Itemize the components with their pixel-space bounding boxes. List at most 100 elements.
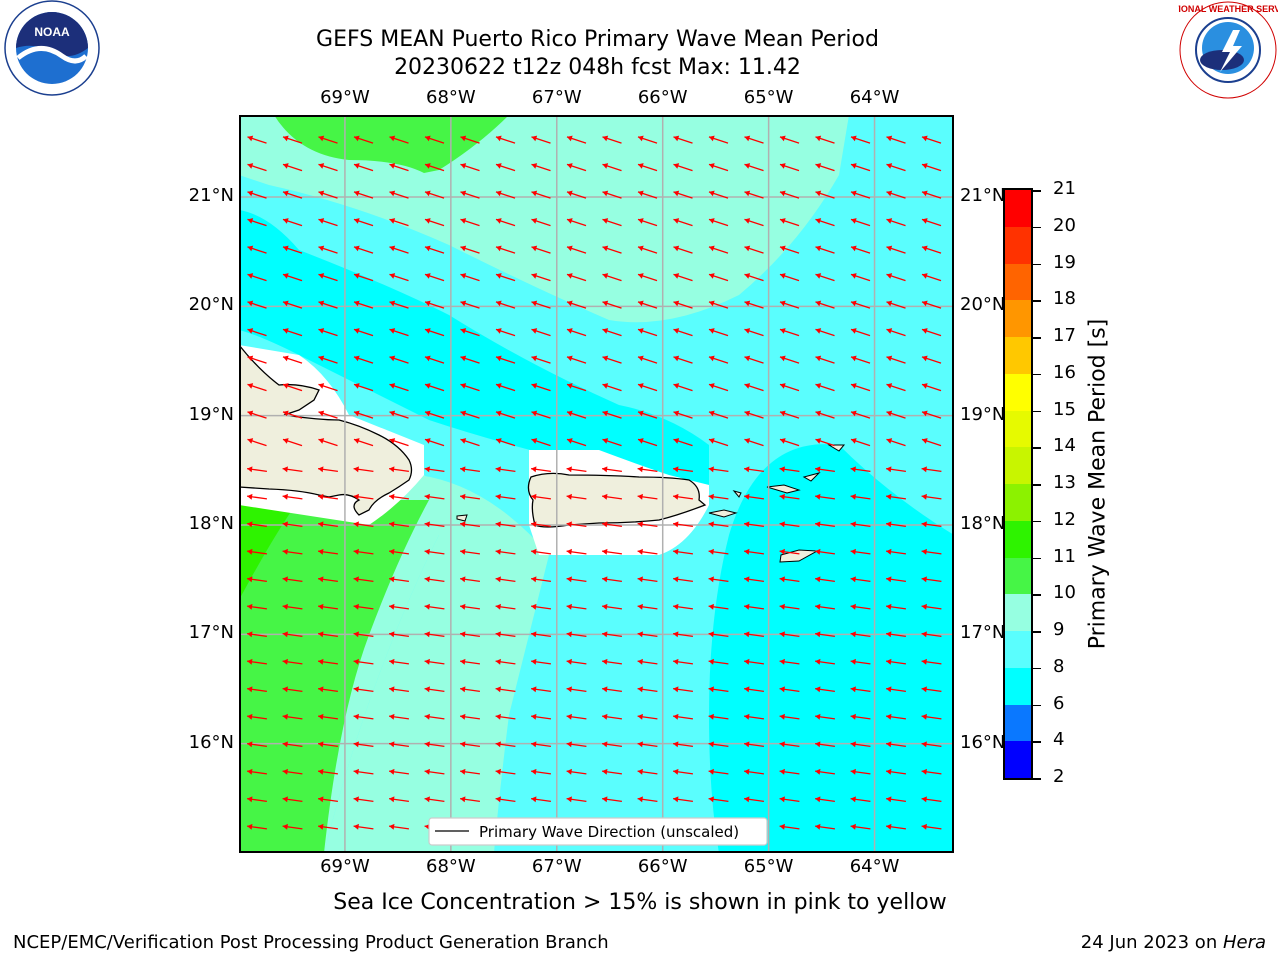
- wave-direction-arrow: [566, 383, 587, 392]
- colorbar-segment: [1005, 299, 1031, 337]
- wave-direction-arrow: [779, 576, 800, 583]
- island-st-thomas: [766, 484, 801, 494]
- wave-direction-arrow: [673, 355, 693, 364]
- wave-direction-arrow: [921, 300, 942, 309]
- wave-direction-arrow: [566, 768, 587, 775]
- wave-direction-arrow: [495, 466, 516, 473]
- wave-direction-arrow: [247, 548, 267, 555]
- wave-direction-arrow: [850, 273, 871, 282]
- wave-direction-arrow: [353, 273, 374, 282]
- colorbar-segment: [1005, 483, 1031, 521]
- wave-direction-arrow: [460, 218, 480, 227]
- wave-direction-arrow: [531, 796, 551, 803]
- wave-direction-arrow: [815, 521, 835, 528]
- wave-direction-arrow: [318, 218, 338, 227]
- wave-direction-arrow: [921, 631, 942, 638]
- wave-direction-arrow: [708, 328, 729, 337]
- wave-direction-arrow: [602, 686, 622, 693]
- wave-direction-arrow: [282, 493, 303, 500]
- wave-direction-arrow: [815, 603, 835, 610]
- wave-direction-arrow: [531, 300, 551, 309]
- wave-direction-arrow: [389, 355, 409, 364]
- wave-direction-arrow: [850, 163, 871, 172]
- wave-direction-arrow: [744, 163, 764, 172]
- wave-direction-arrow: [566, 576, 587, 583]
- wave-direction-arrow: [247, 713, 267, 720]
- wave-direction-arrow: [779, 273, 800, 282]
- wave-direction-arrow: [318, 135, 338, 144]
- colorbar-segment: [1005, 410, 1031, 448]
- wave-direction-arrow: [389, 521, 409, 528]
- wave-direction-arrow: [389, 603, 409, 610]
- wave-direction-arrow: [673, 576, 693, 583]
- wave-direction-arrow: [566, 548, 587, 555]
- wave-direction-arrow: [602, 355, 622, 364]
- colorbar-segment: [1005, 704, 1031, 742]
- colorbar-tick-label: 14: [1053, 435, 1076, 457]
- wave-direction-arrow: [815, 438, 835, 447]
- wave-direction-arrow: [247, 741, 267, 748]
- wave-direction-arrow: [708, 135, 729, 144]
- wave-direction-arrow: [247, 383, 267, 392]
- wave-direction-arrow: [673, 796, 693, 803]
- wave-direction-arrow: [850, 658, 871, 665]
- wave-direction-arrow: [815, 493, 835, 500]
- lat-label-right: 21°N: [960, 185, 1006, 206]
- wave-direction-arrow: [708, 163, 729, 172]
- wave-direction-arrow: [424, 603, 445, 610]
- wave-direction-arrow: [424, 328, 445, 337]
- wave-direction-arrow: [353, 190, 374, 199]
- wave-direction-arrow: [495, 383, 516, 392]
- wave-direction-arrow: [353, 658, 374, 665]
- wave-direction-arrow: [815, 658, 835, 665]
- wave-direction-arrow: [353, 135, 374, 144]
- wave-direction-arrow: [353, 796, 374, 803]
- colorbar-tick-label: 18: [1053, 288, 1076, 310]
- wave-direction-arrow: [318, 493, 338, 500]
- wave-direction-arrow: [779, 768, 800, 775]
- wave-direction-arrow: [779, 823, 800, 830]
- wave-direction-arrow: [921, 466, 942, 473]
- wave-direction-arrow: [886, 713, 906, 720]
- wave-direction-arrow: [282, 741, 303, 748]
- wave-direction-arrow: [815, 548, 835, 555]
- wave-direction-arrow: [744, 796, 764, 803]
- wave-direction-arrow: [850, 218, 871, 227]
- lat-label-right: 17°N: [960, 622, 1006, 644]
- wave-direction-arrow: [424, 576, 445, 583]
- sea-ice-note: Sea Ice Concentration > 15% is shown in …: [333, 890, 947, 915]
- lon-label-bottom: 68°W: [425, 856, 476, 877]
- wave-direction-arrow: [495, 521, 516, 528]
- wave-direction-arrow: [247, 135, 267, 144]
- wave-direction-arrow: [282, 796, 303, 803]
- wave-direction-arrow: [815, 245, 835, 254]
- legend-label: Primary Wave Direction (unscaled): [479, 823, 739, 841]
- wave-direction-arrow: [921, 658, 942, 665]
- wave-direction-arrow: [495, 796, 516, 803]
- wave-direction-arrow: [602, 796, 622, 803]
- wave-direction-arrow: [424, 493, 445, 500]
- wave-direction-arrow: [531, 493, 551, 500]
- wave-direction-arrow: [673, 548, 693, 555]
- lon-label-top: 68°W: [425, 87, 476, 108]
- wave-direction-arrow: [247, 658, 267, 665]
- wave-direction-arrow: [460, 273, 480, 282]
- lat-label-left: 21°N: [188, 185, 234, 206]
- wave-direction-arrow: [637, 576, 658, 583]
- wave-direction-arrow: [389, 300, 409, 309]
- wave-direction-arrow: [318, 796, 338, 803]
- wave-direction-arrow: [637, 658, 658, 665]
- wave-direction-arrow: [282, 576, 303, 583]
- wave-direction-arrow: [637, 328, 658, 337]
- wave-direction-arrow: [460, 796, 480, 803]
- wave-direction-arrow: [673, 493, 693, 500]
- wave-direction-arrow: [566, 713, 587, 720]
- wave-direction-arrow: [566, 631, 587, 638]
- wave-direction-arrow: [708, 410, 729, 419]
- wave-direction-arrow: [247, 521, 267, 528]
- wave-direction-arrow: [744, 603, 764, 610]
- wave-direction-arrow: [424, 658, 445, 665]
- wave-direction-arrow: [886, 768, 906, 775]
- wave-direction-arrow: [424, 521, 445, 528]
- wave-direction-arrow: [744, 713, 764, 720]
